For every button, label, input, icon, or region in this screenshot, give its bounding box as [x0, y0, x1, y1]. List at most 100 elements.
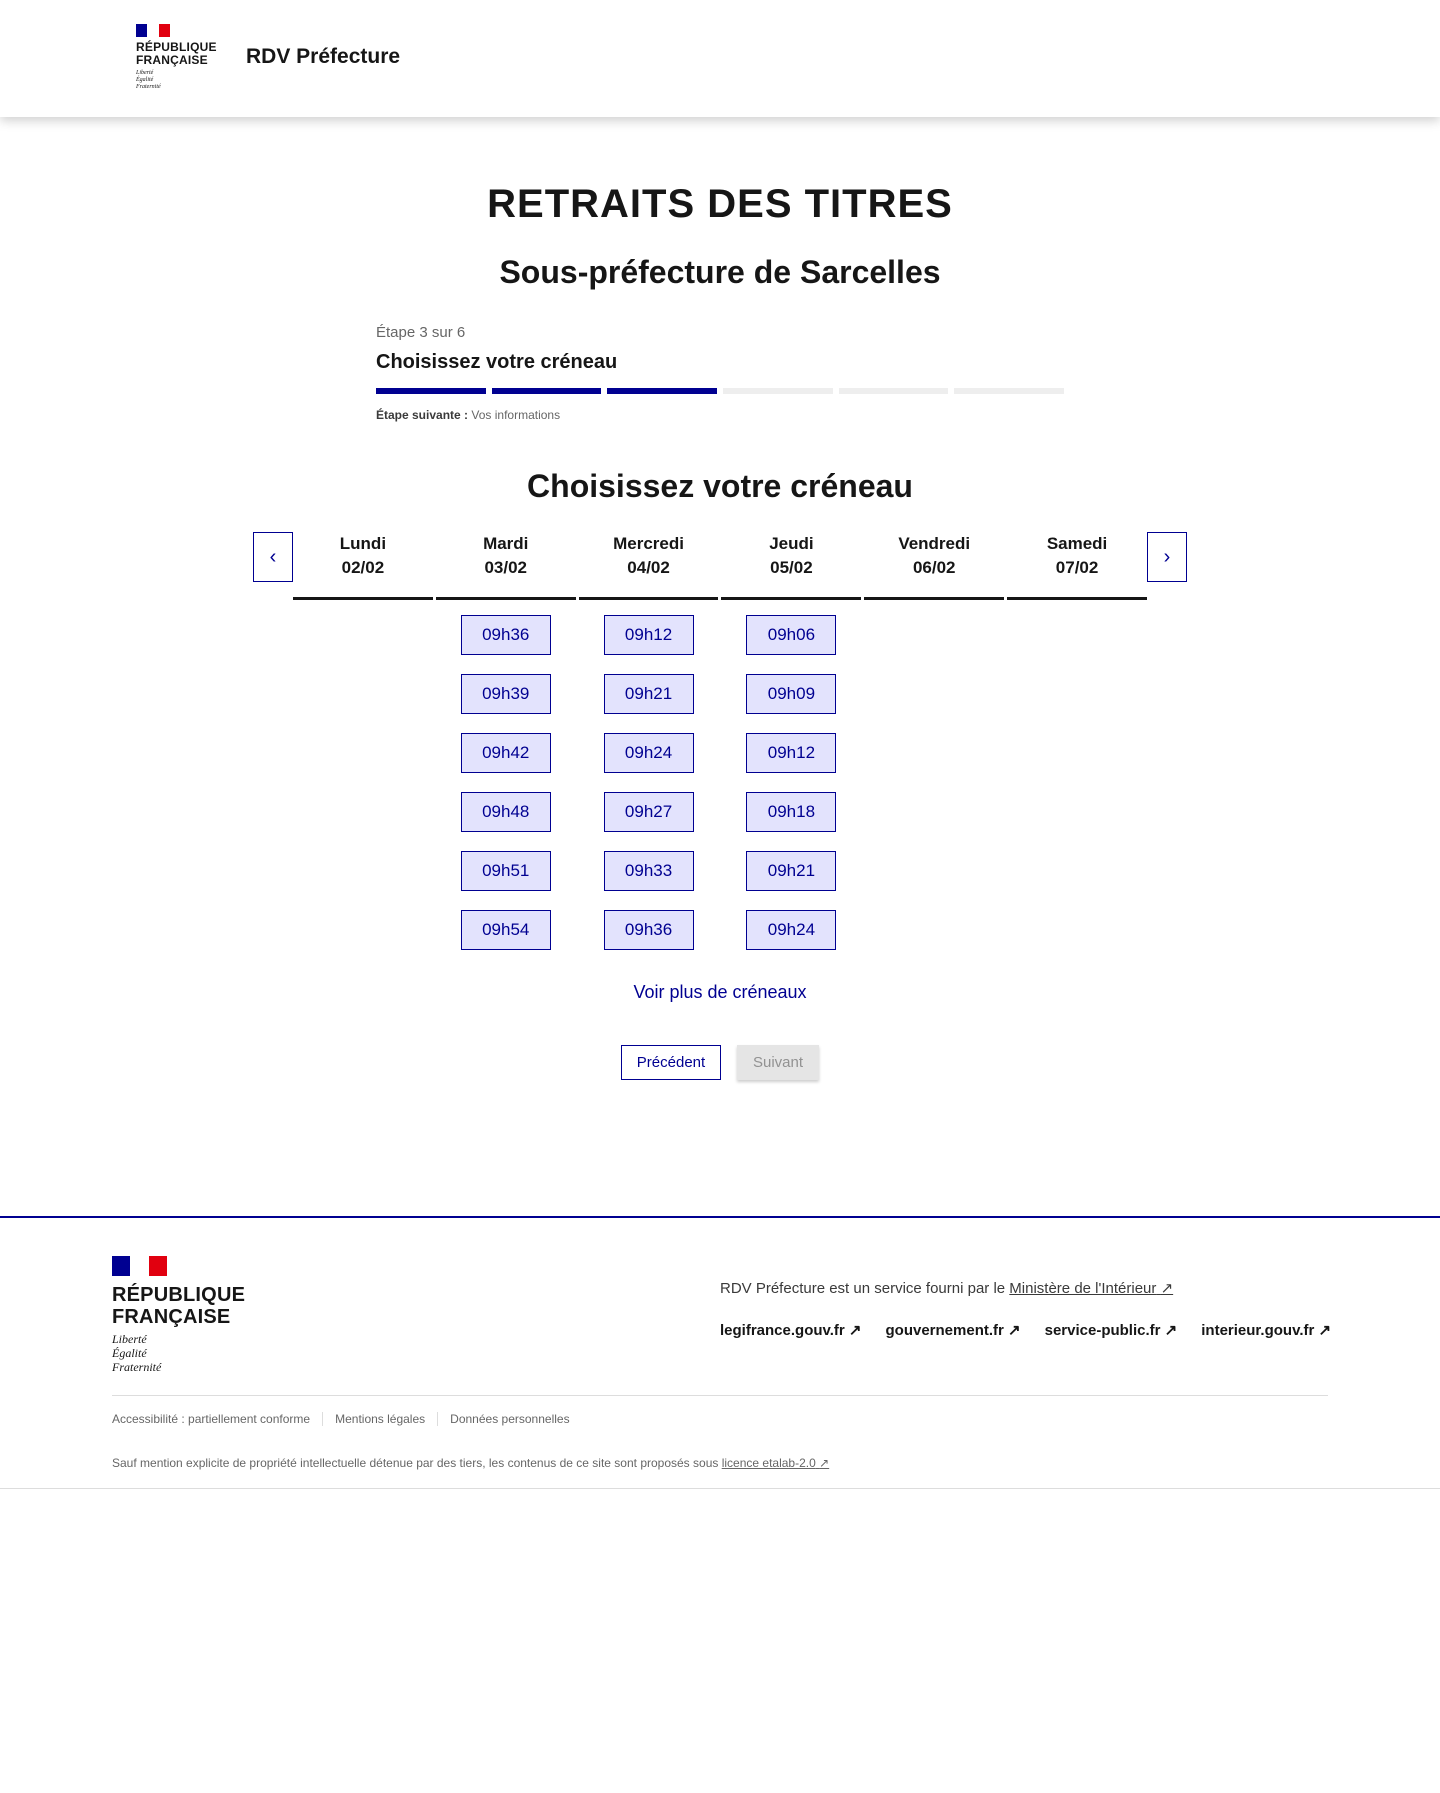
license-text: Sauf mention explicite de propriété inte…: [112, 1456, 722, 1470]
time-slot-button[interactable]: 09h39: [460, 674, 551, 714]
step-progress-bar: [376, 388, 1065, 394]
time-slot-button[interactable]: 09h33: [603, 851, 694, 891]
license-link[interactable]: licence etalab-2.0 ↗: [722, 1456, 829, 1470]
footer-link-label: interieur.gouv.fr: [1201, 1322, 1315, 1339]
site-title[interactable]: RDV Préfecture: [246, 45, 401, 68]
day-column: Samedi 07/02: [1007, 532, 1147, 950]
time-slot-button[interactable]: 09h24: [746, 910, 837, 950]
next-step-label: Étape suivante :: [376, 408, 469, 422]
next-step: Étape suivante : Vos informations: [376, 408, 1064, 422]
day-header: Samedi 07/02: [1007, 532, 1147, 600]
day-column: Mercredi 04/02 09h12 09h21 09h24 09h27 09h33 09…: [578, 532, 719, 950]
license-link-label: licence etalab-2.0: [721, 1456, 816, 1470]
footer-link[interactable]: legifrance.gouv.fr ↗: [720, 1322, 862, 1339]
footer-bottom-link[interactable]: Accessibilité : partiellement conforme: [112, 1412, 311, 1426]
external-link-icon: ↗: [1318, 1322, 1332, 1339]
step-segment: [723, 388, 833, 394]
footer-motto-3: Fraternité: [112, 1360, 162, 1374]
motto-2: Égalité: [136, 77, 154, 83]
step-count: Étape 3 sur 6: [376, 324, 466, 341]
external-link-icon: ↗: [1008, 1322, 1021, 1339]
next-step-value: Vos informations: [471, 408, 561, 422]
time-slot-button[interactable]: 09h18: [746, 792, 837, 832]
footer-bottom-link[interactable]: Données personnelles: [437, 1412, 582, 1426]
footer-logo-text-1: RÉPUBLIQUE: [112, 1284, 246, 1306]
footer-bottom-link[interactable]: Mentions légales: [322, 1412, 438, 1426]
footer-divider: [112, 1395, 1328, 1396]
site-header: RÉPUBLIQUE FRANÇAISE Liberté Égalité Fra…: [0, 0, 1440, 117]
footer-link-label: legifrance.gouv.fr: [720, 1322, 845, 1339]
ministry-link-label: Ministère de l'Intérieur: [1009, 1280, 1157, 1297]
time-slot-button[interactable]: 09h12: [603, 615, 694, 655]
footer-motto-1: Liberté: [112, 1332, 147, 1346]
next-week-button[interactable]: ›: [1147, 532, 1187, 582]
previous-week-button[interactable]: ‹: [253, 532, 293, 582]
republique-francaise-logo[interactable]: RÉPUBLIQUE FRANÇAISE Liberté Égalité Fra…: [136, 24, 217, 91]
step-title: Choisissez votre créneau: [376, 351, 618, 373]
footer-motto-2: Égalité: [112, 1346, 147, 1360]
time-slot-button[interactable]: 09h09: [746, 674, 837, 714]
footer-logo-text-2: FRANÇAISE: [112, 1306, 231, 1328]
logo-text-2: FRANÇAISE: [136, 53, 208, 67]
previous-button[interactable]: Précédent: [621, 1045, 721, 1080]
motto-3: Fraternité: [136, 84, 161, 90]
time-slot-button[interactable]: 09h54: [460, 910, 551, 950]
time-slot-button[interactable]: 09h51: [460, 851, 551, 891]
ministry-link[interactable]: Ministère de l'Intérieur ↗: [1009, 1280, 1173, 1297]
chevron-left-icon: ‹: [269, 545, 277, 568]
day-header: Lundi 02/02: [293, 532, 433, 600]
time-slot-button[interactable]: 09h27: [603, 792, 694, 832]
time-slot-button[interactable]: 09h06: [746, 615, 837, 655]
external-link-icon: ↗: [1164, 1322, 1178, 1339]
flag-icon: [112, 1256, 167, 1276]
more-slots-link[interactable]: Voir plus de créneaux: [633, 982, 807, 1002]
time-slot-button[interactable]: 09h21: [746, 851, 837, 891]
slot-calendar: Lundi 02/02 Mardi 03/02 09h36 09h39 09h42 09h48…: [293, 532, 1147, 950]
stepper: Étape 3 sur 6 Choisissez votre créneau É…: [376, 324, 1065, 422]
time-slot-button[interactable]: 09h21: [603, 674, 694, 714]
day-column: Lundi 02/02: [293, 532, 433, 950]
slots-heading: Choisissez votre créneau: [527, 468, 913, 504]
time-slot-button[interactable]: 09h36: [603, 910, 694, 950]
day-date: 07/02: [1055, 558, 1099, 577]
day-name: Mardi: [483, 534, 529, 553]
day-date: 05/02: [770, 558, 813, 577]
external-link-icon: ↗: [848, 1322, 862, 1339]
footer-link[interactable]: service-public.fr ↗: [1045, 1322, 1178, 1339]
motto-1: Liberté: [136, 70, 154, 76]
day-date: 06/02: [912, 558, 956, 577]
time-slot-button[interactable]: 09h12: [746, 733, 837, 773]
day-column: Mardi 03/02 09h36 09h39 09h42 09h48 09h51 09h54: [435, 532, 576, 950]
time-slot-button[interactable]: 09h48: [460, 792, 551, 832]
external-link-icon: ↗: [1160, 1280, 1174, 1297]
step-segment: [376, 388, 486, 394]
next-button[interactable]: Suivant: [737, 1045, 819, 1080]
day-date: 04/02: [627, 558, 670, 577]
site-footer: RÉPUBLIQUE FRANÇAISE Liberté Égalité Fra…: [0, 1216, 1440, 1489]
footer-link[interactable]: interieur.gouv.fr ↗: [1201, 1322, 1331, 1339]
footer-link[interactable]: gouvernement.fr ↗: [886, 1322, 1021, 1339]
time-slot-button[interactable]: 09h36: [460, 615, 551, 655]
footer-links: legifrance.gouv.fr ↗ gouvernement.fr ↗ ser…: [720, 1321, 1355, 1340]
day-name: Mercredi: [613, 534, 684, 553]
page-title: RETRAITS DES TITRES: [487, 182, 953, 226]
day-header: Vendredi 06/02: [864, 532, 1005, 600]
footer-logo[interactable]: RÉPUBLIQUE FRANÇAISE Liberté Égalité Fra…: [112, 1256, 245, 1374]
step-segment: [838, 388, 949, 394]
service-text: RDV Préfecture est un service fourni par…: [720, 1280, 1010, 1297]
day-date: 03/02: [484, 558, 528, 577]
flag-icon: [136, 24, 170, 37]
logo-text-1: RÉPUBLIQUE: [136, 40, 217, 54]
time-slot-button[interactable]: 09h42: [460, 733, 551, 773]
day-name: Lundi: [339, 534, 387, 553]
footer-link-label: gouvernement.fr: [885, 1322, 1004, 1339]
day-date: 02/02: [341, 558, 385, 577]
page-subtitle: Sous-préfecture de Sarcelles: [499, 254, 941, 290]
time-slot-button[interactable]: 09h24: [603, 733, 694, 773]
step-segment: [607, 388, 718, 394]
day-header: Jeudi 05/02: [721, 532, 862, 600]
footer-bottom-links: Accessibilité : partiellement conforme Me…: [112, 1410, 582, 1428]
step-segment: [954, 388, 1065, 394]
day-name: Samedi: [1046, 534, 1108, 553]
day-column: Jeudi 05/02 09h06 09h09 09h12 09h18 09h21 09h24: [721, 532, 862, 950]
